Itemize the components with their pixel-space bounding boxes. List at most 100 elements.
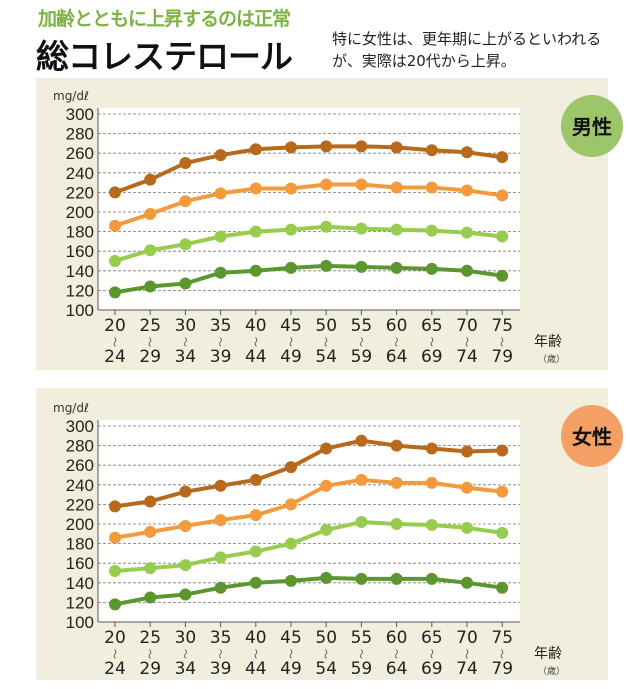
x-tick-tilde: 〜: [178, 649, 189, 659]
data-point: [179, 195, 192, 208]
x-tick-label: 24: [104, 347, 126, 367]
data-point: [214, 149, 227, 162]
data-point: [144, 207, 157, 220]
x-tick-label: 29: [139, 347, 161, 367]
x-tick-label: 50: [315, 316, 337, 336]
data-point: [461, 481, 473, 494]
x-tick-label: 69: [421, 347, 443, 367]
y-tick-label: 300: [66, 105, 94, 124]
data-point: [496, 485, 509, 498]
data-point: [390, 261, 403, 274]
data-point: [249, 473, 262, 486]
data-point: [214, 551, 227, 564]
y-axis-unit: mg/dℓ: [53, 89, 89, 103]
x-tick-label: 30: [175, 316, 197, 336]
y-tick-label: 240: [66, 476, 94, 495]
x-tick-label: 60: [386, 628, 408, 648]
x-tick-tilde: 〜: [354, 337, 365, 347]
x-tick-label: 45: [280, 316, 302, 336]
x-tick-label: 65: [421, 628, 443, 648]
x-tick-tilde: 〜: [108, 649, 119, 659]
subtitle: 加齢とともに上昇するのは正常: [38, 8, 291, 30]
data-point: [179, 238, 192, 251]
x-tick-label: 59: [351, 347, 373, 367]
data-point: [179, 588, 192, 601]
x-tick-label: 20: [104, 628, 126, 648]
x-tick-label: 34: [175, 659, 197, 679]
x-tick-label: 64: [386, 659, 408, 679]
x-tick-label: 25: [139, 628, 161, 648]
x-tick-label: 60: [386, 316, 408, 336]
description: 特に女性は、更年期に上がるといわれるが、実際は20代から上昇。: [332, 30, 602, 70]
data-point: [461, 146, 473, 159]
x-tick-label: 45: [280, 628, 302, 648]
data-point: [109, 565, 121, 578]
data-point: [425, 572, 438, 585]
y-tick-label: 260: [66, 456, 94, 475]
x-tick-label: 70: [456, 316, 478, 336]
x-tick-tilde: 〜: [390, 337, 401, 347]
data-point: [285, 261, 297, 274]
x-tick-label: 49: [280, 659, 302, 679]
data-point: [285, 537, 297, 550]
y-tick-label: 300: [66, 417, 94, 436]
x-tick-label: 54: [315, 347, 337, 367]
data-point: [390, 141, 403, 154]
data-point: [355, 434, 368, 447]
x-tick-label: 70: [456, 628, 478, 648]
x-tick-tilde: 〜: [143, 649, 154, 659]
x-tick-label: 44: [245, 659, 267, 679]
y-axis-unit: mg/dℓ: [53, 401, 89, 415]
data-point: [144, 244, 157, 257]
data-point: [144, 525, 157, 538]
x-tick-label: 39: [210, 347, 232, 367]
data-point: [214, 187, 227, 200]
x-tick-label: 65: [421, 316, 443, 336]
data-point: [249, 545, 262, 558]
x-tick-tilde: 〜: [178, 337, 189, 347]
data-point: [109, 500, 121, 513]
data-point: [320, 259, 333, 272]
data-point: [214, 479, 227, 492]
data-point: [390, 439, 403, 452]
x-tick-label: 39: [210, 659, 232, 679]
data-point: [355, 178, 368, 191]
y-tick-label: 180: [66, 535, 94, 554]
x-tick-tilde: 〜: [319, 337, 330, 347]
x-tick-tilde: 〜: [284, 649, 295, 659]
y-tick-label: 200: [66, 515, 94, 534]
data-point: [285, 182, 297, 195]
data-point: [425, 476, 438, 489]
data-point: [320, 140, 333, 153]
data-point: [320, 220, 333, 233]
data-point: [461, 445, 473, 458]
data-point: [109, 286, 121, 299]
x-tick-label: 59: [351, 659, 373, 679]
data-point: [109, 255, 121, 267]
y-tick-label: 180: [66, 223, 94, 242]
data-point: [496, 269, 509, 282]
data-point: [390, 181, 403, 194]
x-tick-label: 55: [351, 628, 373, 648]
x-tick-tilde: 〜: [390, 649, 401, 659]
chart-panel-female: 100 120 140 160 180 200 220 240 260 280 300 mg/dℓ 20…: [36, 388, 623, 680]
data-point: [425, 181, 438, 194]
x-tick-label: 34: [175, 347, 197, 367]
x-tick-label: 74: [456, 659, 478, 679]
x-tick-label: 50: [315, 628, 337, 648]
data-point: [144, 562, 157, 575]
x-tick-tilde: 〜: [425, 649, 436, 659]
data-point: [390, 223, 403, 236]
data-point: [144, 173, 157, 186]
data-point: [214, 581, 227, 594]
data-point: [179, 559, 192, 572]
data-point: [320, 479, 333, 492]
x-axis-unit: （歳）: [538, 665, 565, 677]
data-point: [285, 141, 297, 154]
x-tick-tilde: 〜: [495, 337, 506, 347]
x-axis-label: 年齢: [534, 646, 562, 662]
data-point: [249, 182, 262, 195]
data-point: [249, 264, 262, 277]
x-tick-label: 55: [351, 316, 373, 336]
